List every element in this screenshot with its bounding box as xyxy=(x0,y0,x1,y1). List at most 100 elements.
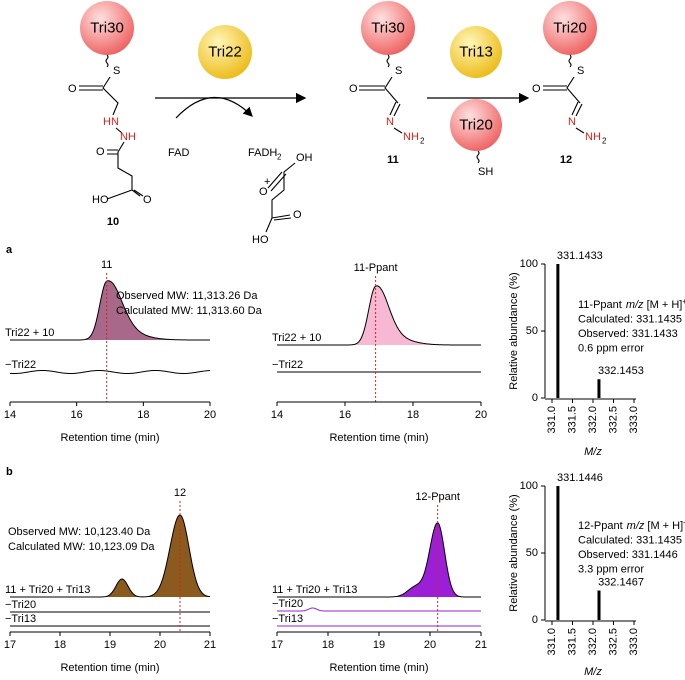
bond xyxy=(265,162,296,233)
x-tick-label: 19 xyxy=(104,639,116,651)
annotation: Calculated MW: 10,123.09 Da xyxy=(8,541,155,553)
atom: O xyxy=(68,83,77,95)
trace-label: −Tri13 xyxy=(5,613,36,625)
x-tick-label: 332.0 xyxy=(587,406,599,434)
x-tick-label: 331.5 xyxy=(567,628,579,656)
sphere-label: Tri13 xyxy=(459,44,493,61)
sphere xyxy=(450,26,502,78)
x-tick-label: 16 xyxy=(339,409,351,421)
trace-label: −Tri22 xyxy=(272,359,303,371)
atom: SH xyxy=(478,166,493,178)
bar xyxy=(597,590,601,620)
x-axis-label: M/z xyxy=(584,666,602,678)
y-tick-label: 0 xyxy=(532,614,538,626)
panel-label: a xyxy=(6,244,13,256)
atom: N xyxy=(386,116,394,128)
bar-label: 332.1467 xyxy=(598,577,644,589)
x-tick-label: 333.0 xyxy=(628,628,640,656)
atom: NH xyxy=(403,131,419,143)
panel-label: b xyxy=(6,466,13,478)
annotation-part: + xyxy=(683,518,685,527)
annotation: Observed: 331.1446 xyxy=(578,549,678,561)
wavy-bond xyxy=(476,150,480,164)
atom: NH xyxy=(120,131,136,143)
annotation-part: [M + H] xyxy=(647,299,683,311)
atom: S xyxy=(395,65,402,77)
y-tick-label: 50 xyxy=(526,547,538,559)
atom: O xyxy=(259,186,268,198)
annotation: Observed MW: 11,313.26 Da xyxy=(116,290,258,302)
x-tick-label: 331.5 xyxy=(567,406,579,434)
bar xyxy=(556,486,560,620)
arrow xyxy=(175,96,253,119)
y-axis-label: Relative abundance (%) xyxy=(508,494,520,611)
compound-number: 11 xyxy=(387,154,399,166)
compound-number: 12 xyxy=(560,154,572,166)
trace-label: −Tri22 xyxy=(5,359,36,371)
bar xyxy=(597,379,601,398)
x-tick-label: 17 xyxy=(271,639,283,651)
wavy-bond xyxy=(386,54,390,68)
peak-label: 11-Ppant xyxy=(354,262,398,274)
plus: + xyxy=(264,176,270,188)
trace-area xyxy=(277,522,481,597)
x-tick-label: 21 xyxy=(475,639,487,651)
atom: N xyxy=(568,116,576,128)
peak-label: 12 xyxy=(174,487,186,499)
annotation: Calculated: 331.1435 xyxy=(578,314,682,326)
x-tick-label: 20 xyxy=(424,639,436,651)
sphere-label: Tri30 xyxy=(90,20,124,37)
x-tick-label: 332.5 xyxy=(608,628,620,656)
x-tick-label: 18 xyxy=(137,409,149,421)
x-tick-label: 331.0 xyxy=(546,406,558,434)
x-tick-label: 18 xyxy=(322,639,334,651)
x-axis-label: Retention time (min) xyxy=(329,662,428,674)
x-tick-label: 18 xyxy=(54,639,66,651)
sphere xyxy=(80,1,134,55)
annotation-part: m/z xyxy=(627,520,645,532)
x-axis-label: Retention time (min) xyxy=(60,662,159,674)
annotation: 11-Ppant m/z [M + H]+ xyxy=(578,297,685,312)
atom: S xyxy=(577,65,584,77)
trace xyxy=(277,285,481,346)
atom: O xyxy=(293,209,302,221)
x-tick-label: 333.0 xyxy=(628,406,640,434)
x-tick-label: 332.0 xyxy=(587,628,599,656)
trace-label: Tri22 + 10 xyxy=(5,327,54,339)
trace xyxy=(277,522,481,598)
scheme: Tri30 Tri22 Tri30 Tri13 Tri20 Tri20 S O … xyxy=(68,1,607,246)
trace xyxy=(10,280,210,341)
trace-label: −Tri20 xyxy=(5,599,36,611)
annotation-part: [M + H] xyxy=(647,520,683,532)
x-tick-label: 20 xyxy=(204,409,216,421)
x-tick-label: 14 xyxy=(271,409,283,421)
sphere xyxy=(450,99,502,151)
atom: OH xyxy=(296,152,313,164)
y-tick-label: 0 xyxy=(532,392,538,404)
x-axis-label: Retention time (min) xyxy=(329,432,428,444)
annotation: 3.3 ppm error xyxy=(578,564,644,576)
annotation: Observed MW: 10,123.40 Da xyxy=(8,526,151,538)
x-axis-label: M/z xyxy=(584,446,602,458)
wavy-bond xyxy=(105,54,109,68)
annotation: 0.6 ppm error xyxy=(578,343,644,355)
annotation-part: 11-Ppant xyxy=(578,299,622,311)
atom: NH xyxy=(585,131,601,143)
annotation-part: m/z xyxy=(626,299,644,311)
x-axis-label: Retention time (min) xyxy=(60,432,159,444)
bar-label: 331.1446 xyxy=(557,472,603,484)
sphere-label: Tri30 xyxy=(371,20,405,37)
bar-label: 331.1433 xyxy=(557,250,603,262)
x-tick-label: 332.5 xyxy=(608,406,620,434)
cofactor: FAD xyxy=(168,147,189,159)
atom: S xyxy=(113,65,120,77)
trace xyxy=(10,514,211,598)
atom: O xyxy=(349,83,358,95)
trace-area xyxy=(277,285,481,345)
peak-label: 11 xyxy=(101,259,112,271)
sphere-label: Tri22 xyxy=(208,44,242,61)
trace-label: −Tri20 xyxy=(272,598,303,610)
annotation-part: + xyxy=(682,297,685,306)
x-tick-label: 14 xyxy=(4,409,16,421)
